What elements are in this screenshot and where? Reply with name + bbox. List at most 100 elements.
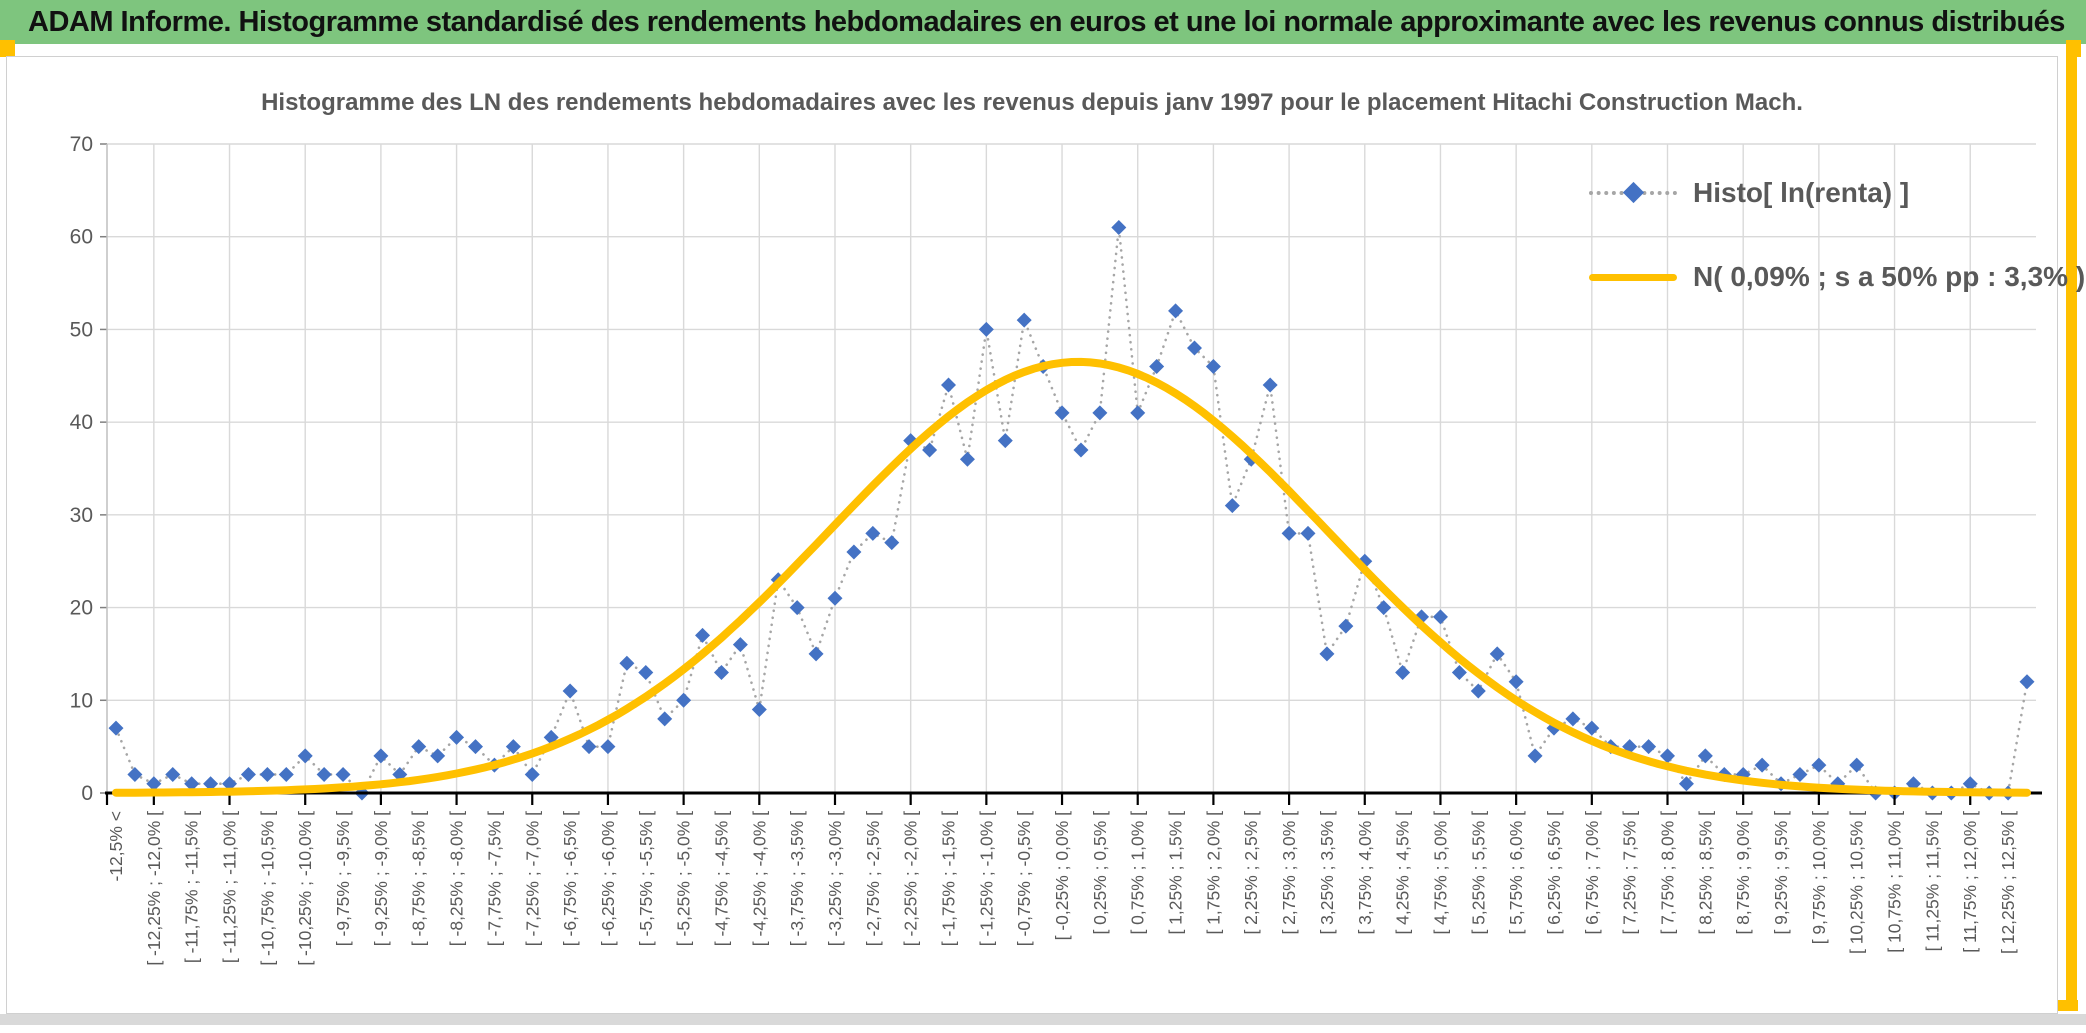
x-axis-bin-label: [ 1,25% ; 1,5% [ bbox=[1166, 811, 1186, 935]
data-point-diamond[interactable] bbox=[2019, 674, 2035, 690]
data-point-diamond[interactable] bbox=[1962, 776, 1978, 792]
data-point-diamond[interactable] bbox=[411, 739, 427, 755]
data-point-diamond[interactable] bbox=[240, 766, 256, 782]
data-point-diamond[interactable] bbox=[884, 535, 900, 551]
x-axis-bin-label: [ -9,25% ; -9,0% [ bbox=[371, 811, 391, 946]
data-point-diamond[interactable] bbox=[789, 600, 805, 616]
data-point-diamond[interactable] bbox=[1300, 525, 1316, 541]
data-point-diamond[interactable] bbox=[1281, 525, 1297, 541]
data-point-diamond[interactable] bbox=[941, 377, 957, 393]
data-point-diamond[interactable] bbox=[430, 748, 446, 764]
data-point-diamond[interactable] bbox=[1451, 664, 1467, 680]
data-point-diamond[interactable] bbox=[278, 766, 294, 782]
data-point-diamond[interactable] bbox=[184, 776, 200, 792]
data-point-diamond[interactable] bbox=[1338, 618, 1354, 634]
x-axis-bin-label: [ 2,75% ; 3,0% [ bbox=[1279, 811, 1299, 935]
x-axis-bin-label: [ -8,25% ; -8,0% [ bbox=[447, 811, 467, 946]
data-point-diamond[interactable] bbox=[1111, 219, 1127, 235]
x-axis-bin-label: [ 5,25% ; 5,5% [ bbox=[1468, 811, 1488, 935]
data-point-diamond[interactable] bbox=[713, 664, 729, 680]
data-point-diamond[interactable] bbox=[467, 739, 483, 755]
data-point-diamond[interactable] bbox=[297, 748, 313, 764]
data-point-diamond[interactable] bbox=[959, 451, 975, 467]
x-axis-bin-label: [ 5,75% ; 6,0% [ bbox=[1506, 811, 1526, 935]
data-point-diamond[interactable] bbox=[1168, 303, 1184, 319]
data-point-diamond[interactable] bbox=[732, 637, 748, 653]
x-axis-bin-label: [ -10,25% ; -10,0% [ bbox=[295, 811, 315, 966]
x-axis-bin-label: [ -1,25% ; -1,0% [ bbox=[976, 811, 996, 946]
data-point-diamond[interactable] bbox=[259, 766, 275, 782]
data-point-diamond[interactable] bbox=[1395, 664, 1411, 680]
data-point-diamond[interactable] bbox=[1205, 359, 1221, 375]
data-point-diamond[interactable] bbox=[1754, 757, 1770, 773]
data-point-diamond[interactable] bbox=[1432, 609, 1448, 625]
data-point-diamond[interactable] bbox=[108, 720, 124, 736]
data-point-diamond[interactable] bbox=[1678, 776, 1694, 792]
data-point-diamond[interactable] bbox=[1849, 757, 1865, 773]
data-point-diamond[interactable] bbox=[562, 683, 578, 699]
data-point-diamond[interactable] bbox=[1054, 405, 1070, 421]
legend-item-histo[interactable]: Histo[ ln(renta) ] bbox=[1589, 177, 2029, 209]
data-point-diamond[interactable] bbox=[1016, 312, 1032, 328]
plot-area[interactable]: 0 10 20 30 40 50 60 70 -12,5% < [ -12,25% ; -12,0… bbox=[7, 57, 2059, 1013]
data-point-diamond[interactable] bbox=[1376, 600, 1392, 616]
data-point-diamond[interactable] bbox=[827, 590, 843, 606]
data-point-diamond[interactable] bbox=[676, 692, 692, 708]
x-axis-bin-label: [ 12,25% ; 12,5% [ bbox=[1998, 811, 2018, 954]
y-axis-label: 60 bbox=[70, 226, 93, 249]
data-point-diamond[interactable] bbox=[1489, 646, 1505, 662]
x-axis-bin-label: [ -0,75% ; -0,5% [ bbox=[1014, 811, 1034, 946]
data-point-diamond[interactable] bbox=[203, 776, 219, 792]
data-point-diamond[interactable] bbox=[1584, 720, 1600, 736]
data-point-diamond[interactable] bbox=[1641, 739, 1657, 755]
data-point-diamond[interactable] bbox=[127, 766, 143, 782]
x-axis-bin-label: [ 7,25% ; 7,5% [ bbox=[1620, 811, 1640, 935]
legend-item-normal-curve[interactable]: N( 0,09% ; s a 50% pp : 3,3% ) bbox=[1589, 261, 2085, 293]
data-point-diamond[interactable] bbox=[335, 766, 351, 782]
data-point-diamond[interactable] bbox=[808, 646, 824, 662]
data-point-diamond[interactable] bbox=[146, 776, 162, 792]
data-point-diamond[interactable] bbox=[1565, 711, 1581, 727]
bottom-gray-band bbox=[0, 1014, 2086, 1025]
data-point-diamond[interactable] bbox=[449, 729, 465, 745]
data-point-diamond[interactable] bbox=[1073, 442, 1089, 458]
data-point-diamond[interactable] bbox=[1130, 405, 1146, 421]
data-point-diamond[interactable] bbox=[751, 702, 767, 718]
data-point-diamond[interactable] bbox=[638, 664, 654, 680]
data-point-diamond[interactable] bbox=[1697, 748, 1713, 764]
data-point-diamond[interactable] bbox=[222, 776, 238, 792]
x-axis-bin-label: [ -5,75% ; -5,5% [ bbox=[636, 811, 656, 946]
data-point-diamond[interactable] bbox=[505, 739, 521, 755]
data-point-diamond[interactable] bbox=[600, 739, 616, 755]
data-point-diamond[interactable] bbox=[1660, 748, 1676, 764]
data-point-diamond[interactable] bbox=[1092, 405, 1108, 421]
x-axis-bin-label: [ -1,75% ; -1,5% [ bbox=[939, 811, 959, 946]
data-point-diamond[interactable] bbox=[695, 627, 711, 643]
normal-curve[interactable] bbox=[112, 357, 2031, 797]
data-point-diamond[interactable] bbox=[846, 544, 862, 560]
data-point-diamond[interactable] bbox=[1319, 646, 1335, 662]
x-axis-bin-label: [ 11,75% ; 12,0% [ bbox=[1960, 811, 1980, 953]
data-point-diamond[interactable] bbox=[922, 442, 938, 458]
data-point-diamond[interactable] bbox=[373, 748, 389, 764]
x-axis-bin-label: [ -12,25% ; -12,0% [ bbox=[144, 811, 164, 966]
data-point-diamond[interactable] bbox=[1149, 359, 1165, 375]
data-point-diamond[interactable] bbox=[865, 525, 881, 541]
data-point-diamond[interactable] bbox=[1508, 674, 1524, 690]
data-point-diamond[interactable] bbox=[1186, 340, 1202, 356]
data-point-diamond[interactable] bbox=[581, 739, 597, 755]
data-point-diamond[interactable] bbox=[1527, 748, 1543, 764]
data-point-diamond[interactable] bbox=[657, 711, 673, 727]
data-point-diamond[interactable] bbox=[997, 433, 1013, 449]
data-point-diamond[interactable] bbox=[316, 766, 332, 782]
x-axis-bin-label: [ -3,25% ; -3,0% [ bbox=[825, 811, 845, 946]
data-point-diamond[interactable] bbox=[1262, 377, 1278, 393]
data-point-diamond[interactable] bbox=[1792, 766, 1808, 782]
data-point-diamond[interactable] bbox=[1811, 757, 1827, 773]
data-point-diamond[interactable] bbox=[978, 321, 994, 337]
data-point-diamond[interactable] bbox=[1470, 683, 1486, 699]
data-point-diamond[interactable] bbox=[1224, 498, 1240, 514]
data-point-diamond[interactable] bbox=[524, 766, 540, 782]
data-point-diamond[interactable] bbox=[165, 766, 181, 782]
data-point-diamond[interactable] bbox=[619, 655, 635, 671]
